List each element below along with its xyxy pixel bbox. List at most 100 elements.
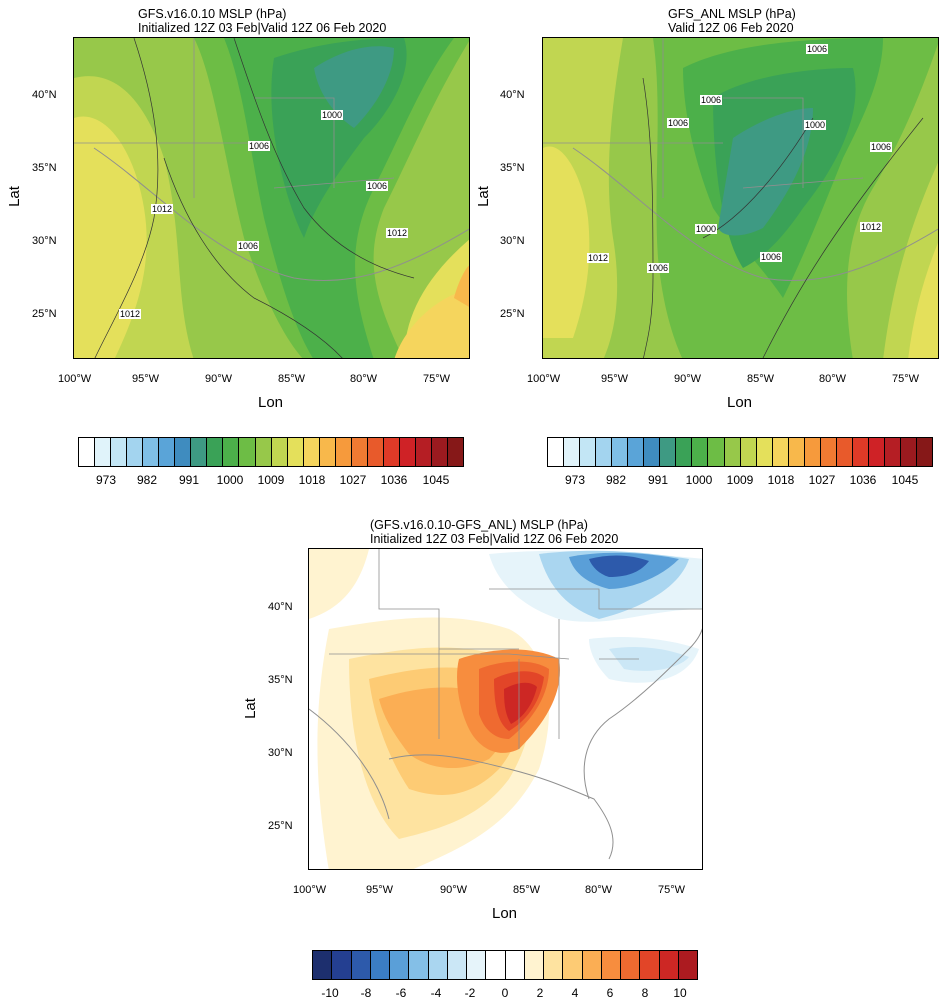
colorbar-swatch [820,438,837,466]
left-contour-label: 1012 [119,309,142,319]
right-contour-label: 1000 [695,224,718,234]
left-contour-label: 1012 [386,228,409,238]
colorbar-swatch [505,951,525,979]
colorbar-swatch [621,951,641,979]
left-colorbar-label: 991 [178,473,200,487]
colorbar-swatch [486,951,506,979]
colorbar-swatch [223,438,240,466]
diff-colorbar [312,950,698,980]
right-lon-tick: 85°W [747,373,775,385]
colorbar-swatch [917,438,933,466]
left-lon-tick: 85°W [278,373,306,385]
right-lat-tick: 35°N [500,162,525,174]
left-lat-tick: 40°N [32,89,57,101]
colorbar-swatch [772,438,789,466]
right-colorbar-label: 1045 [891,473,919,487]
bottom-x-axis-label: Lon [492,905,518,922]
right-x-axis-label: Lon [727,394,753,411]
right-lon-tick: 75°W [892,373,920,385]
colorbar-swatch [660,438,677,466]
left-lon-tick: 90°W [205,373,233,385]
bottom-title-line1: (GFS.v16.0.10-GFS_ANL) MSLP (hPa) [370,518,588,532]
right-title-line2: Valid 12Z 06 Feb 2020 [668,21,794,35]
colorbar-swatch [367,438,384,466]
colorbar-swatch [544,951,564,979]
colorbar-swatch [303,438,320,466]
colorbar-swatch [582,951,602,979]
right-contour-label: 1006 [667,118,690,128]
colorbar-swatch [884,438,902,466]
diff-colorbar-label: 2 [536,986,544,1000]
colorbar-swatch [351,438,368,466]
right-colorbar [547,437,933,467]
right-contour-label: 1006 [647,263,670,273]
colorbar-swatch [332,951,352,979]
colorbar-swatch [351,951,371,979]
colorbar-swatch [335,438,352,466]
diff-colorbar-label: 8 [641,986,649,1000]
right-contour-label: 1000 [804,120,827,130]
right-colorbar-label: 973 [564,473,586,487]
colorbar-swatch [79,438,96,466]
colorbar-swatch [390,951,410,979]
diff-colorbar-label: 10 [673,986,687,1000]
colorbar-swatch [756,438,773,466]
diff-colorbar-label: 0 [501,986,509,1000]
left-colorbar-label: 973 [95,473,117,487]
right-lat-tick: 30°N [500,235,525,247]
colorbar-swatch [724,438,741,466]
colorbar-swatch [399,438,416,466]
right-contour-label: 1006 [700,95,723,105]
colorbar-swatch [548,438,565,466]
colorbar-swatch [640,951,660,979]
colorbar-swatch [447,951,467,979]
right-contour-label: 1006 [806,44,829,54]
left-colorbar-label: 1027 [339,473,367,487]
bottom-lon-tick: 100°W [293,884,327,896]
bottom-lon-tick: 95°W [366,884,394,896]
left-title-line2: Initialized 12Z 03 Feb|Valid 12Z 06 Feb … [138,21,387,35]
right-lon-tick: 90°W [674,373,702,385]
left-contour-label: 1006 [248,141,271,151]
bottom-lon-tick: 75°W [658,884,686,896]
diff-colorbar-label: -4 [430,986,442,1000]
bottom-lon-tick: 90°W [440,884,468,896]
left-lat-tick: 30°N [32,235,57,247]
right-map-panel: 1006 1006 1006 1000 1000 1006 1006 1006 … [542,37,939,359]
bottom-lat-tick: 40°N [268,601,293,613]
colorbar-swatch [191,438,208,466]
left-colorbar-label: 1018 [298,473,326,487]
colorbar-swatch [596,438,613,466]
colorbar-swatch [415,438,433,466]
colorbar-swatch [659,951,679,979]
left-panel-title: GFS.v16.0.10 MSLP (hPa) Initialized 12Z … [138,7,386,35]
right-lon-tick: 80°W [819,373,847,385]
bottom-lon-tick: 85°W [513,884,541,896]
colorbar-swatch [127,438,144,466]
colorbar-swatch [467,951,487,979]
left-map-fill [74,38,469,358]
right-contour-label: 1006 [870,142,893,152]
colorbar-swatch [612,438,629,466]
left-contour-label: 1012 [151,204,174,214]
bottom-lat-tick: 30°N [268,747,293,759]
left-colorbar-label: 1045 [422,473,450,487]
colorbar-swatch [868,438,885,466]
colorbar-swatch [524,951,544,979]
right-colorbar-label: 1000 [685,473,713,487]
colorbar-swatch [287,438,304,466]
colorbar-swatch [175,438,192,466]
bottom-lon-tick: 80°W [585,884,613,896]
left-lon-tick: 95°W [132,373,160,385]
colorbar-swatch [644,438,661,466]
right-map-fill [543,38,938,358]
colorbar-swatch [409,951,429,979]
colorbar-swatch [271,438,288,466]
colorbar-swatch [370,951,390,979]
right-contour-label: 1006 [760,252,783,262]
left-contour-label: 1000 [321,110,344,120]
colorbar-swatch [255,438,272,466]
right-colorbar-label: 1018 [767,473,795,487]
bottom-title-line2: Initialized 12Z 03 Feb|Valid 12Z 06 Feb … [370,532,619,546]
left-lat-tick: 35°N [32,162,57,174]
